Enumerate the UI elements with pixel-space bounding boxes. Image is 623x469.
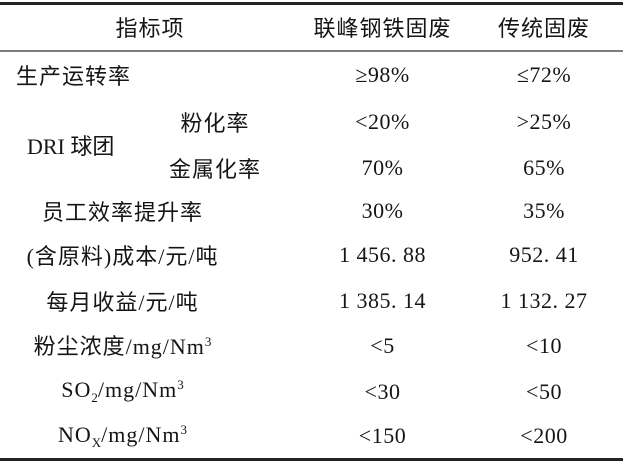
row-label: NOX/mg/Nm3	[0, 415, 300, 460]
value-lianfeng: 1 456. 88	[339, 241, 427, 267]
label-superscript: 3	[204, 334, 212, 349]
table-row-dri-metallization: 金属化率 70% 65%	[0, 146, 623, 191]
label-base: NO	[58, 421, 92, 447]
label-subscript: X	[91, 434, 102, 450]
value-lianfeng: <30	[364, 378, 401, 404]
row-label: 员工效率提升率	[42, 200, 204, 225]
table-row-dust-concentration: 粉尘浓度/mg/Nm3 <5 <10	[0, 324, 623, 369]
table-row-cost: (含原料)成本/元/吨 1 456. 88 952. 41	[0, 232, 623, 278]
value-lianfeng: <5	[370, 333, 395, 358]
row-label: (含原料)成本/元/吨	[26, 243, 219, 269]
label-base: 粉尘浓度/mg/Nm	[33, 334, 205, 359]
table-body: 生产运转率 ≥98% ≤72% DRI 球团 粉化率 <20% >25% 金属化…	[0, 51, 623, 460]
value-lianfeng: 70%	[361, 155, 404, 180]
value-traditional: 35%	[523, 198, 565, 223]
value-lianfeng: <150	[358, 423, 407, 449]
row-sublabel: 粉化率	[180, 111, 250, 136]
table-row-production-rate: 生产运转率 ≥98% ≤72%	[0, 51, 623, 99]
value-traditional: 1 132. 27	[500, 287, 588, 313]
value-traditional: ≤72%	[516, 62, 572, 87]
table-row-so2: SO2/mg/Nm3 <30 <50	[0, 369, 623, 415]
header-traditional-solid-waste: 传统固废	[498, 16, 591, 42]
header-row: 指标项 联峰钢铁固废 传统固废	[0, 4, 623, 51]
table-row-staff-efficiency: 员工效率提升率 30% 35%	[0, 191, 623, 232]
label-base: SO	[61, 377, 92, 402]
row-label: 生产运转率	[16, 64, 132, 89]
table-header: 指标项 联峰钢铁固废 传统固废	[0, 4, 623, 51]
label-superscript: 3	[180, 421, 188, 437]
value-traditional: 65%	[523, 155, 565, 180]
value-traditional: 952. 41	[509, 241, 579, 267]
value-traditional: <200	[520, 423, 568, 449]
table-row-monthly-income: 每月收益/元/吨 1 385. 14 1 132. 27	[0, 278, 623, 324]
label-superscript: 3	[177, 377, 184, 392]
table-row-dri-pulverization: DRI 球团 粉化率 <20% >25%	[0, 99, 623, 159]
value-traditional: <50	[526, 378, 562, 404]
value-lianfeng: <20%	[355, 109, 410, 134]
value-lianfeng: 30%	[361, 198, 404, 223]
row-label: 粉尘浓度/mg/Nm3	[0, 324, 300, 369]
value-lianfeng: 1 385. 14	[339, 287, 427, 313]
header-lianfeng-solid-waste: 联峰钢铁固废	[313, 16, 452, 42]
row-label: 每月收益/元/吨	[46, 289, 199, 315]
value-traditional: <10	[526, 333, 562, 358]
label-mid: /mg/Nm	[97, 377, 178, 402]
label-mid: /mg/Nm	[101, 421, 181, 447]
label-subscript: 2	[91, 390, 98, 405]
row-sublabel: 金属化率	[169, 157, 262, 182]
header-indicator: 指标项	[115, 16, 185, 42]
comparison-table: 指标项 联峰钢铁固废 传统固废 生产运转率 ≥98% ≤72% DRI 球团 粉…	[0, 2, 623, 461]
table-row-nox: NOX/mg/Nm3 <150 <200	[0, 415, 623, 460]
value-lianfeng: ≥98%	[355, 62, 410, 87]
row-label: SO2/mg/Nm3	[0, 369, 300, 415]
group-label-dri-pellet: DRI 球团	[27, 133, 115, 159]
value-traditional: >25%	[516, 109, 572, 134]
